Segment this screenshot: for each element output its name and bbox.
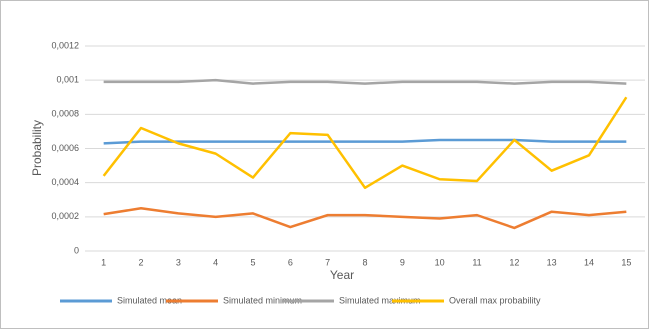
y-tick-label: 0,0006 — [51, 143, 79, 153]
x-tick-label: 13 — [547, 257, 557, 267]
x-axis-title: Year — [330, 268, 354, 282]
x-tick-label: 4 — [213, 257, 218, 267]
legend-label: Simulated minimum — [223, 295, 302, 305]
legend-label: Simulated mean — [117, 295, 182, 305]
y-axis-title: Probability — [30, 120, 44, 176]
data-line — [103, 78, 627, 85]
x-tick-label: 14 — [584, 257, 594, 267]
y-tick-label: 0,0002 — [51, 211, 79, 221]
x-tick-label: 7 — [325, 257, 330, 267]
y-tick-label: 0,0004 — [51, 177, 79, 187]
x-tick-label: 10 — [435, 257, 445, 267]
legend-label: Overall max probability — [449, 295, 541, 305]
legend-label: Simulated maximum — [339, 295, 421, 305]
x-tick-label: 9 — [400, 257, 405, 267]
x-tick-label: 2 — [138, 257, 143, 267]
x-tick-label: 11 — [472, 257, 481, 267]
y-tick-label: 0,0012 — [51, 40, 79, 50]
y-tick-label: 0 — [74, 245, 79, 255]
x-tick-label: 5 — [250, 257, 255, 267]
y-tick-label: 0,0008 — [51, 109, 79, 119]
y-tick-label: 0,001 — [56, 75, 79, 85]
x-tick-label: 15 — [621, 257, 631, 267]
x-tick-label: 12 — [509, 257, 519, 267]
x-tick-label: 8 — [362, 257, 367, 267]
x-tick-label: 1 — [101, 257, 106, 267]
data-line — [103, 207, 627, 230]
data-line — [102, 96, 628, 190]
data-line — [103, 138, 627, 145]
x-tick-label: 6 — [288, 257, 293, 267]
x-tick-label: 3 — [176, 257, 181, 267]
